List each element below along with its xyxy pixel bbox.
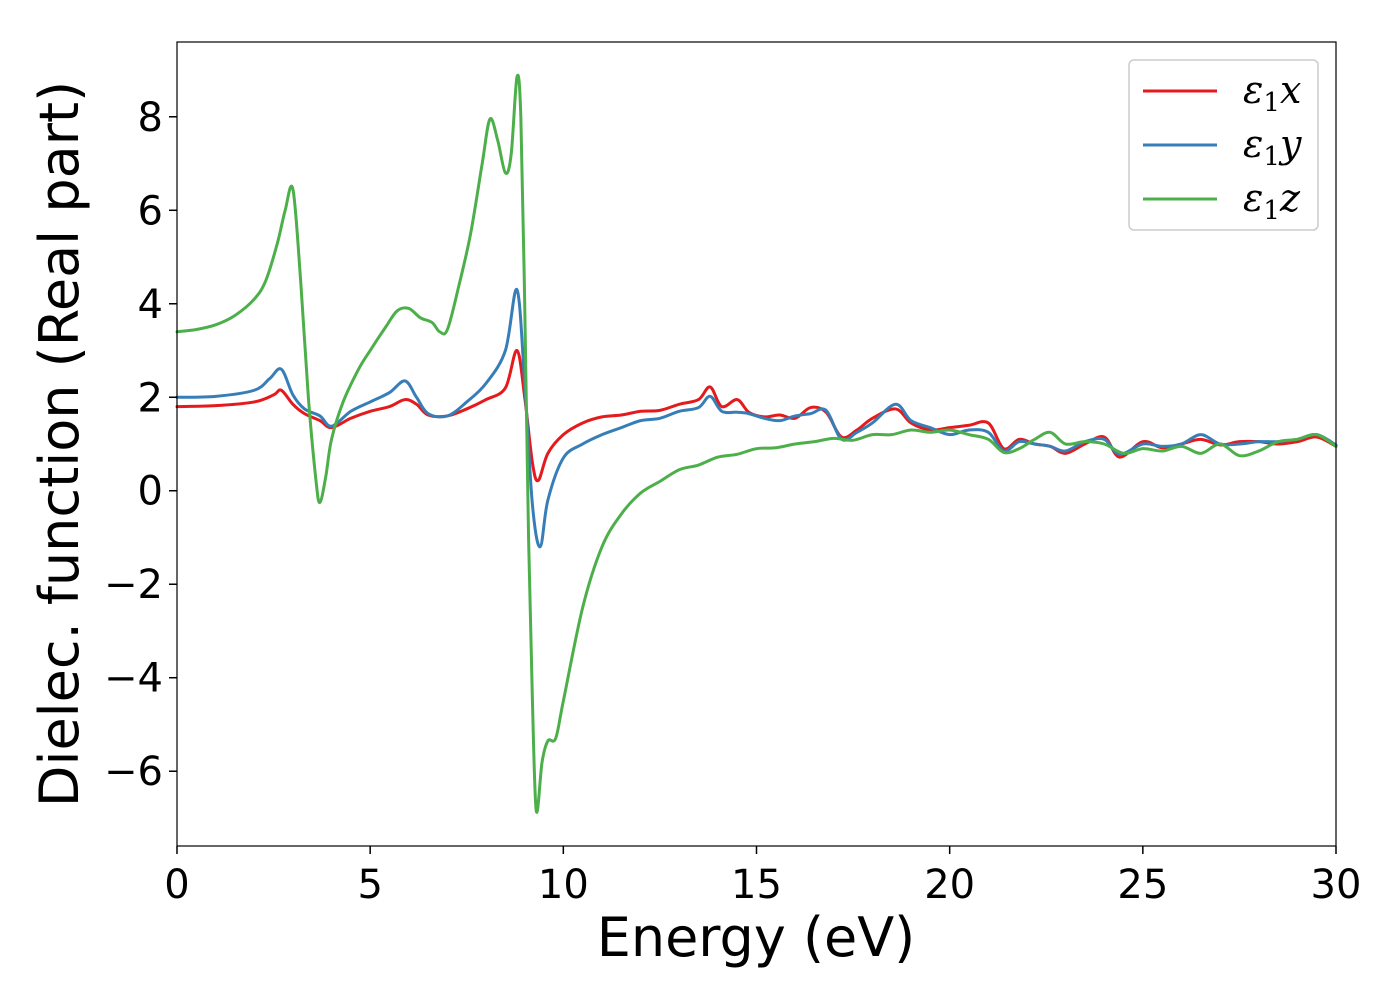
y-tick-label: −4 [104, 656, 163, 702]
y-tick-label: −6 [104, 749, 163, 795]
legend-label-y: ε1y [1243, 122, 1302, 172]
series-lines [175, 73, 1338, 814]
x-tick-label: 25 [1117, 862, 1168, 908]
series-line-z [175, 73, 1338, 814]
legend-box [1128, 59, 1319, 231]
x-tick-label: 10 [538, 862, 589, 908]
x-tick-label: 15 [731, 862, 782, 908]
y-tick-label: 8 [138, 95, 163, 141]
y-tick-label: 6 [138, 188, 163, 234]
y-tick-label: 4 [138, 282, 163, 328]
y-axis-label: Dielec. function (Real part) [28, 81, 91, 807]
y-tick-label: 2 [138, 375, 163, 421]
x-tick-label: 0 [164, 862, 189, 908]
legend-label-x: ε1x [1243, 68, 1301, 118]
x-axis-label: Energy (eV) [597, 906, 916, 969]
x-tick-label: 20 [924, 862, 975, 908]
y-tick-label: 0 [138, 469, 163, 515]
x-axis-ticks: 0 5 10 15 20 25 30 [164, 846, 1361, 908]
y-axis-ticks: −6 −4 −2 0 2 4 6 8 [104, 95, 177, 795]
y-tick-label: −2 [104, 562, 163, 608]
legend-label-z: ε1z [1243, 176, 1301, 226]
x-tick-label: 30 [1311, 862, 1362, 908]
x-tick-label: 5 [357, 862, 382, 908]
